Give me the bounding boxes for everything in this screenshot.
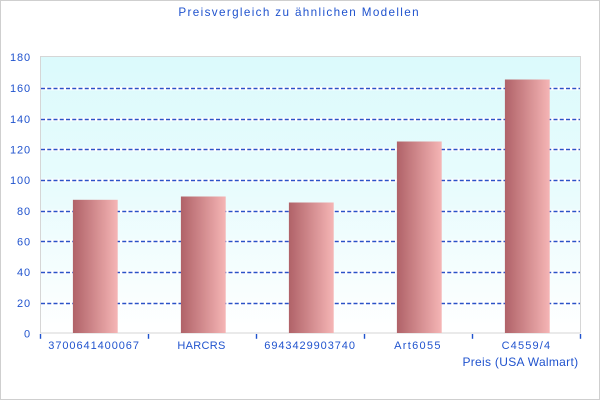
svg-text:160: 160 [10, 83, 31, 95]
svg-text:Preisvergleich zu ähnlichen Mo: Preisvergleich zu ähnlichen Modellen [178, 6, 420, 19]
svg-text:20: 20 [17, 298, 31, 310]
svg-text:HARCRS: HARCRS [177, 340, 225, 352]
svg-text:3700641400067: 3700641400067 [48, 340, 140, 352]
svg-text:C4559/4: C4559/4 [502, 340, 552, 352]
svg-text:0: 0 [24, 328, 31, 340]
svg-text:180: 180 [10, 52, 31, 64]
svg-text:40: 40 [17, 267, 31, 279]
svg-text:140: 140 [10, 114, 31, 126]
svg-text:Art6055: Art6055 [394, 340, 442, 352]
svg-text:6943429903740: 6943429903740 [264, 340, 356, 352]
svg-text:120: 120 [10, 145, 31, 157]
svg-text:80: 80 [17, 206, 31, 218]
svg-text:Preis (USA Walmart): Preis (USA Walmart) [462, 355, 578, 369]
svg-text:60: 60 [17, 237, 31, 249]
svg-text:100: 100 [10, 175, 31, 187]
